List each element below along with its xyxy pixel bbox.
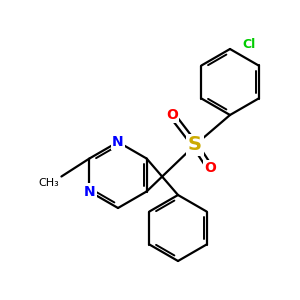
Text: N: N <box>112 135 124 149</box>
Text: Cl: Cl <box>242 38 255 50</box>
Text: O: O <box>204 161 216 175</box>
Text: CH₃: CH₃ <box>39 178 59 188</box>
Text: S: S <box>188 136 202 154</box>
Text: N: N <box>84 184 95 199</box>
Text: O: O <box>166 108 178 122</box>
